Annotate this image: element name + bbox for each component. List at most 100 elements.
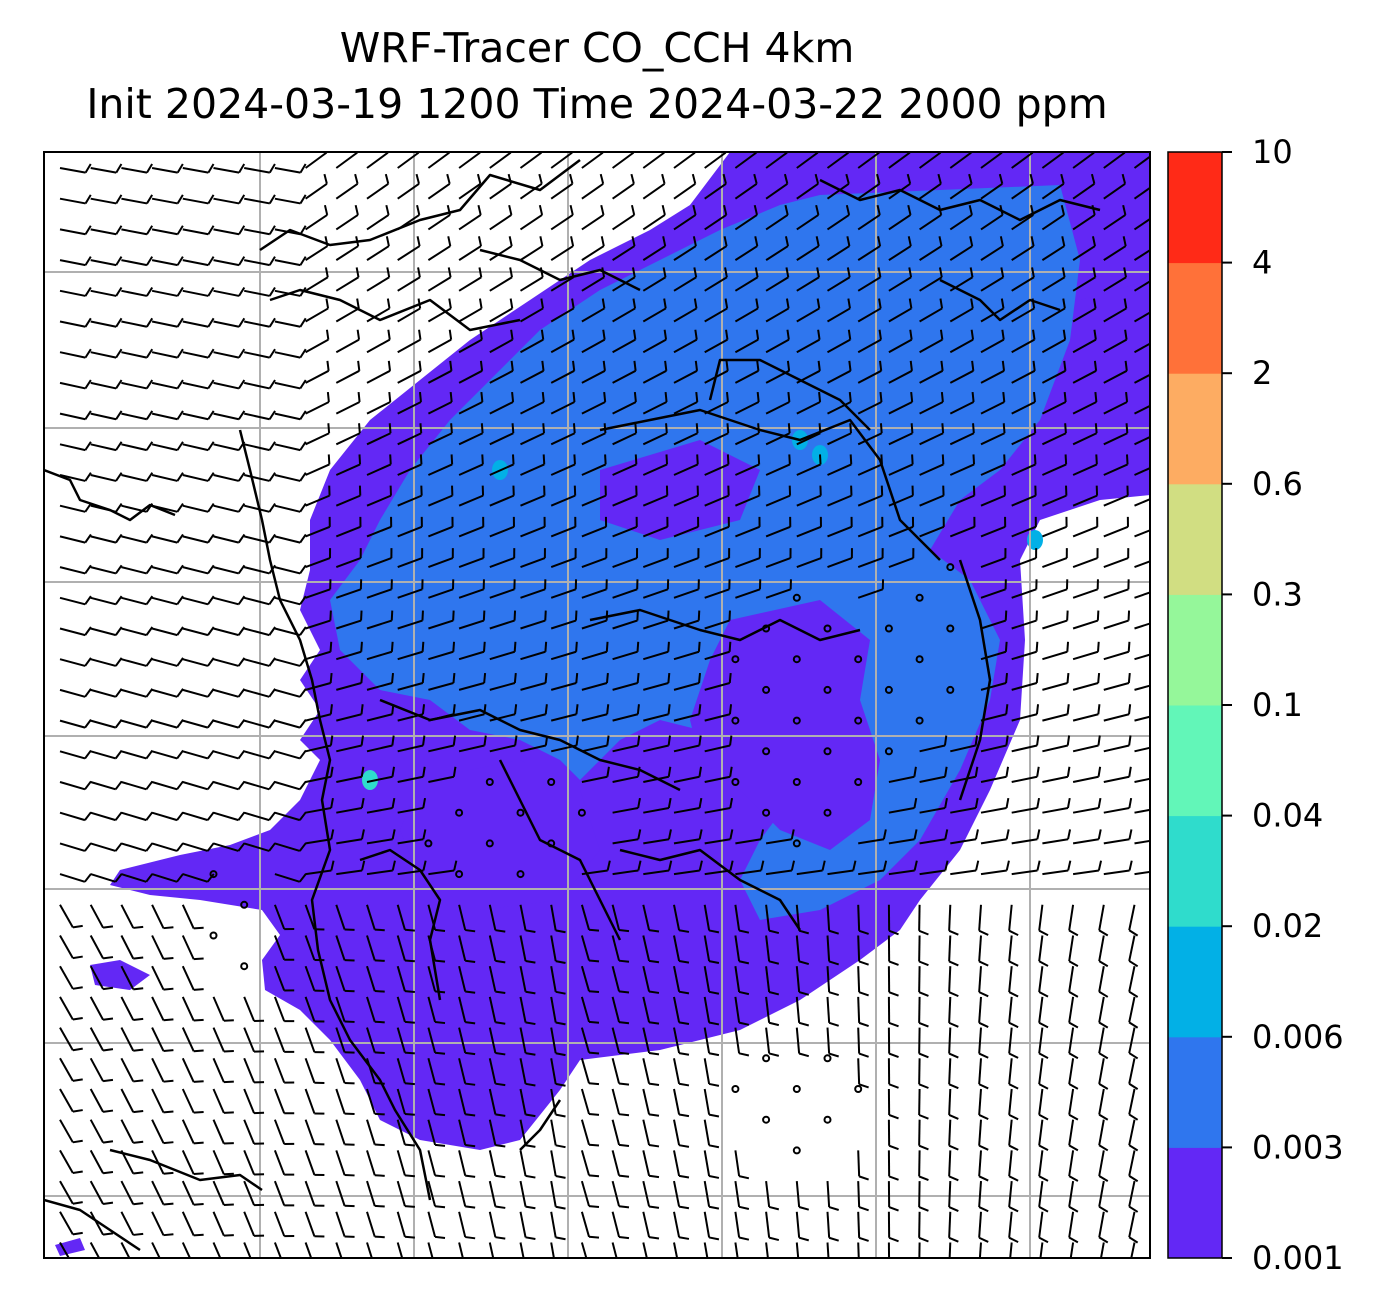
- wind-barb-shaft: [550, 338, 575, 354]
- wind-barb: [704, 704, 733, 722]
- wind-barb: [1038, 1150, 1049, 1182]
- wind-barb-flag: [237, 749, 246, 760]
- wind-barb: [919, 797, 948, 814]
- wind-barb: [458, 1242, 464, 1258]
- wind-barb-flag: [483, 735, 487, 746]
- wind-barb-shaft: [427, 904, 437, 931]
- wind-barb-flag: [888, 1114, 899, 1120]
- wind-barb-flag: [605, 672, 609, 684]
- wind-barb-shaft: [673, 904, 681, 931]
- wind-barb-flag: [908, 298, 913, 309]
- wind-barb-shaft: [274, 688, 301, 698]
- wind-barb-flag: [667, 797, 672, 809]
- wind-barb-flag: [847, 329, 852, 340]
- wind-barb-flag: [971, 360, 975, 371]
- wind-barb-flag: [72, 986, 83, 990]
- wind-barb-shaft: [89, 935, 104, 959]
- wind-barb-shaft: [519, 1242, 525, 1258]
- wind-calm-marker: [547, 778, 556, 786]
- wind-barb-shaft: [1011, 806, 1038, 814]
- wind-barb-shaft: [458, 996, 467, 1023]
- wind-barb-shaft: [1072, 838, 1099, 845]
- wind-barb-flag: [768, 1236, 780, 1242]
- map-frame: [43, 151, 1151, 1259]
- wind-barb-shaft: [550, 713, 577, 722]
- wind-barb: [918, 1058, 929, 1089]
- wind-barb: [826, 152, 850, 169]
- wind-barb-shaft: [980, 152, 1003, 169]
- wind-barb: [1128, 1088, 1139, 1121]
- wind-barb: [642, 996, 660, 1025]
- wind-barb: [919, 766, 948, 783]
- wind-barb: [59, 441, 92, 452]
- wind-barb: [151, 1180, 174, 1206]
- wind-barb-flag: [145, 719, 154, 729]
- wind-barb: [428, 548, 454, 569]
- wind-barb-shaft: [643, 775, 669, 783]
- wind-barb: [1072, 829, 1102, 845]
- wind-barb-flag: [237, 719, 246, 729]
- wind-barb: [366, 236, 390, 261]
- wind-barb-flag: [102, 1017, 114, 1021]
- wind-barb: [243, 657, 276, 667]
- wind-barb-flag: [1092, 298, 1097, 309]
- wind-barb: [182, 441, 215, 452]
- wind-barb-flag: [374, 1235, 385, 1239]
- wind-barb-shaft: [520, 713, 546, 722]
- wind-barb-shaft: [366, 307, 390, 323]
- wind-barb: [489, 173, 513, 200]
- wind-barb-flag: [1060, 204, 1065, 216]
- wind-barb-shaft: [642, 525, 668, 538]
- wind-barb-shaft: [765, 182, 788, 200]
- wind-barb: [458, 236, 482, 261]
- wind-barb: [305, 516, 331, 538]
- wind-barb: [304, 1150, 325, 1177]
- wind-barb-flag: [667, 704, 671, 715]
- wind-barb: [1103, 548, 1130, 569]
- wind-barb: [1134, 870, 1150, 876]
- wind-barb: [120, 1242, 131, 1258]
- wind-barb: [182, 194, 215, 205]
- wind-barb-shaft: [857, 401, 882, 415]
- wind-barb-flag: [636, 610, 639, 621]
- wind-barb: [335, 1119, 355, 1146]
- wind-barb-shaft: [1134, 498, 1150, 507]
- wind-barb-flag: [918, 1021, 929, 1028]
- wind-barb-shaft: [1072, 338, 1097, 354]
- wind-barb-shaft: [857, 245, 881, 261]
- wind-barb-shaft: [1008, 1181, 1013, 1208]
- wind-barb: [335, 152, 359, 169]
- wind-barb: [489, 267, 513, 292]
- wind-barb-flag: [544, 610, 547, 621]
- wind-barb: [826, 267, 851, 292]
- wind-barb-flag: [1159, 611, 1160, 621]
- wind-barb-shaft: [550, 494, 576, 507]
- wind-barb: [181, 1211, 204, 1237]
- wind-barb: [366, 267, 391, 292]
- wind-barb: [335, 360, 361, 384]
- wind-barb-shaft: [212, 1150, 225, 1175]
- wind-barb-shaft: [919, 182, 942, 200]
- wind-barb: [704, 579, 731, 599]
- wind-barb: [305, 391, 330, 415]
- wind-barb-flag: [618, 1174, 630, 1178]
- wind-barb: [580, 1119, 600, 1147]
- wind-barb-shaft: [151, 351, 178, 359]
- wind-barb-shaft: [59, 596, 86, 606]
- wind-barb-flag: [678, 1082, 690, 1087]
- wind-barb-flag: [299, 163, 307, 174]
- wind-barb-flag: [1123, 298, 1128, 309]
- wind-barb-shaft: [458, 245, 482, 261]
- wind-barb-shaft: [1072, 650, 1099, 661]
- wind-barb: [611, 1088, 630, 1117]
- wind-barb-flag: [495, 1052, 506, 1056]
- wind-barb-shaft: [335, 619, 362, 630]
- wind-barb-flag: [606, 704, 610, 715]
- wind-barb: [765, 423, 791, 446]
- wind-barb-flag: [237, 564, 246, 575]
- wind-barb-flag: [355, 236, 360, 247]
- wind-barb-flag: [909, 329, 913, 340]
- wind-barb: [580, 996, 600, 1024]
- wind-barb-shaft: [90, 259, 117, 267]
- wind-barb-shaft: [181, 1211, 195, 1236]
